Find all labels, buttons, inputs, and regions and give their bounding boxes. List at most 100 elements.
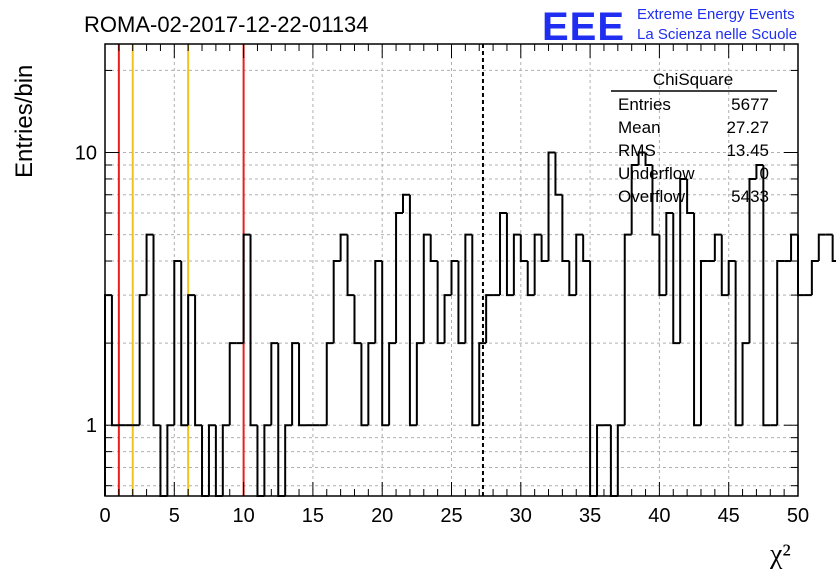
histogram-bin <box>644 152 653 166</box>
stats-row-value: 5677 <box>731 95 769 114</box>
x-tick-label: 10 <box>232 505 254 527</box>
histogram-bin <box>505 213 514 297</box>
histogram-bin <box>429 234 438 263</box>
x-tick-label: 45 <box>718 505 740 527</box>
histogram-bin <box>374 260 383 344</box>
histogram-bin <box>727 260 736 296</box>
histogram-bin <box>360 343 369 427</box>
histogram-bin <box>713 233 722 262</box>
histogram-bin <box>665 212 674 296</box>
histogram-bin <box>207 424 216 496</box>
x-tick-label: 5 <box>169 505 180 527</box>
histogram-bin <box>443 294 452 344</box>
stats-row-label: Mean <box>618 118 661 137</box>
x-tick-label: 25 <box>440 505 462 527</box>
histogram-bin <box>104 294 112 496</box>
histogram-bin <box>568 261 577 297</box>
histogram-bin <box>291 342 300 426</box>
histogram-bin <box>790 233 798 262</box>
x-tick-label: 40 <box>648 505 670 527</box>
histogram-bin <box>194 295 203 427</box>
histogram-bin <box>270 342 279 426</box>
histogram-bin <box>575 233 584 296</box>
histogram-bin <box>561 194 570 263</box>
histogram-bin <box>166 424 175 496</box>
eee-logo-line1: Extreme Energy Events <box>637 6 795 23</box>
histogram-bin <box>741 342 750 426</box>
histogram-bin <box>263 424 272 496</box>
histogram-bin <box>762 164 771 427</box>
x-tick-label: 0 <box>99 505 110 527</box>
histogram-bin <box>346 234 355 297</box>
histogram-bin <box>298 343 306 427</box>
histogram-bin <box>284 424 293 496</box>
stats-row-value: 0 <box>760 164 769 183</box>
stats-row-value: 13.45 <box>726 141 769 160</box>
histogram-bin <box>616 424 625 496</box>
histogram-bin <box>776 260 785 426</box>
histogram-bin <box>526 261 535 297</box>
stats-title: ChiSquare <box>653 70 733 89</box>
histogram-bin <box>325 342 334 426</box>
histogram-bin <box>748 177 757 344</box>
histogram-bin <box>686 178 695 215</box>
histogram-bin <box>152 234 161 427</box>
histogram-bin <box>277 343 286 497</box>
x-tick-label: 15 <box>302 505 324 527</box>
histogram-bin <box>436 261 445 345</box>
histogram-bin <box>353 295 362 345</box>
stats-row-value: 27.27 <box>726 118 769 137</box>
histogram-bin <box>145 233 154 296</box>
histogram-bin <box>533 233 542 296</box>
histogram-bin <box>249 234 258 427</box>
histogram-bin <box>395 212 403 344</box>
histogram-bin <box>422 233 431 344</box>
axis-ticks: 0 5 10 15 20 25 30 35 40 45 50 1 10 <box>75 44 809 527</box>
histogram-bin <box>401 193 410 214</box>
histogram-bin <box>519 234 528 263</box>
histogram-bin <box>623 233 632 426</box>
histogram-bin <box>810 260 819 296</box>
histogram-bin <box>582 234 591 263</box>
histogram-bin <box>464 233 473 344</box>
x-tick-label: 20 <box>371 505 393 527</box>
histogram-bin <box>720 234 729 297</box>
histogram-bin <box>554 152 563 196</box>
histogram-bin <box>831 234 836 263</box>
histogram-bin <box>415 342 424 426</box>
histogram-bin <box>485 294 494 344</box>
histogram-bin <box>173 260 182 426</box>
histogram-bin <box>679 177 688 344</box>
eee-logo-letters: EEE <box>542 5 625 49</box>
x-axis-title: χ² <box>769 539 791 570</box>
histogram-bin <box>499 212 507 296</box>
histogram-bin <box>540 234 549 263</box>
histogram-bin <box>734 261 743 427</box>
stats-box: ChiSquare Entries 5677 Mean 27.27 RMS 13.45 Un… <box>611 70 777 206</box>
histogram-bin <box>630 163 639 235</box>
histogram-bin <box>672 213 681 345</box>
histogram-bin <box>332 260 341 344</box>
histogram-bin <box>408 194 417 427</box>
x-tick-label: 50 <box>787 505 809 527</box>
x-tick-label: 30 <box>510 505 532 527</box>
histogram-bin <box>478 342 487 426</box>
histogram-bin <box>138 294 147 426</box>
run-title: ROMA-02-2017-12-22-01134 <box>84 12 369 37</box>
stats-row-label: RMS <box>618 141 656 160</box>
histogram-bin <box>637 151 646 165</box>
histogram-bin <box>457 261 466 345</box>
stats-row-label: Entries <box>618 95 671 114</box>
histogram-bin <box>471 234 480 427</box>
histogram-bin <box>797 234 805 297</box>
histogram-bin <box>547 151 556 262</box>
histogram-bin <box>381 261 390 427</box>
histogram-bin <box>110 295 119 427</box>
histogram-bin <box>339 233 348 262</box>
histogram-bin <box>589 261 598 497</box>
histogram-bin <box>512 233 521 296</box>
histogram-bin <box>651 164 660 236</box>
stats-row-label: Underflow <box>618 164 695 183</box>
y-axis-title: Entries/bin <box>11 65 38 178</box>
histogram-bin <box>242 233 251 344</box>
